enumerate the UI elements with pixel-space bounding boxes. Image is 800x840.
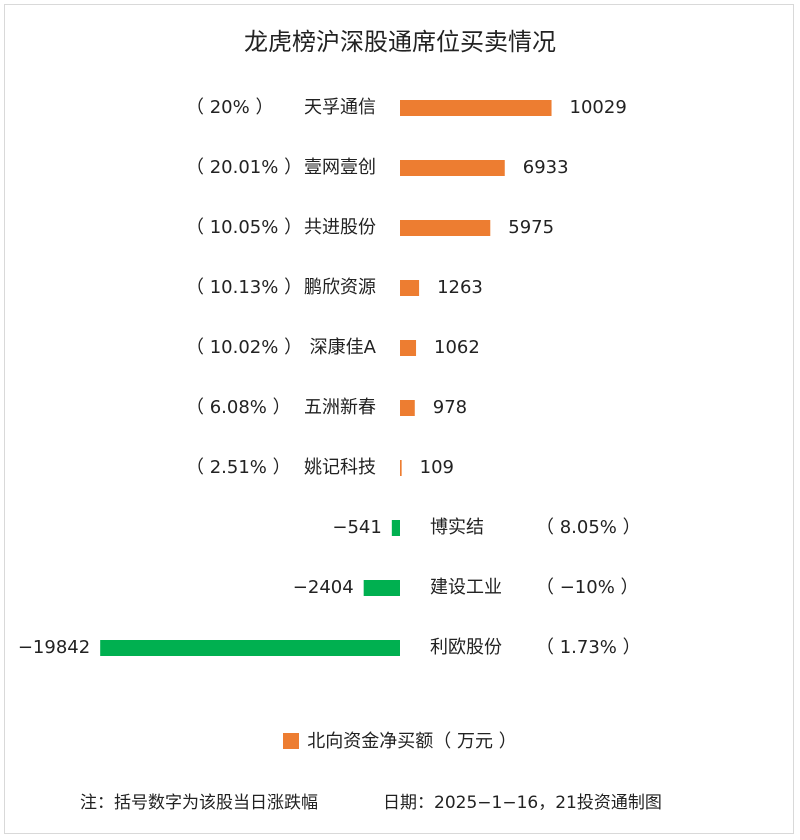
bar — [363, 580, 400, 596]
category-label: 天孚通信 — [304, 97, 376, 118]
footnote: 注：括号数字为该股当日涨跌幅 — [80, 793, 318, 813]
bar-chart: 10029 天孚通信 （ 20% ） 6933 壹网壹创（ 20.01% ） 5975 共进… — [18, 97, 641, 658]
pct-label: （ 8.05% ） — [536, 517, 641, 538]
bar — [400, 100, 552, 116]
bar — [400, 400, 415, 416]
value-label: −541 — [332, 517, 381, 538]
pct-label: （ 10.02% ） — [186, 337, 302, 358]
value-label: 1263 — [437, 277, 483, 298]
bar — [400, 220, 491, 236]
value-label: 5975 — [508, 217, 554, 238]
legend-swatch — [283, 733, 300, 749]
category-label: 共进股份 — [304, 217, 376, 238]
pct-label: （ 20% ） — [186, 97, 273, 118]
category-label: 姚记科技 — [304, 457, 376, 478]
pct-label: （ 20.01% ） — [186, 157, 302, 178]
category-label: 五洲新春 — [304, 397, 376, 418]
pct-label: （ 6.08% ） — [186, 397, 291, 418]
value-label: 109 — [420, 457, 454, 478]
category-label: 建设工业 — [430, 577, 502, 598]
value-label: 6933 — [523, 157, 569, 178]
category-label: 深康佳A — [310, 337, 377, 358]
chart-frame — [4, 4, 794, 834]
value-label: −19842 — [18, 637, 90, 658]
bar — [400, 340, 417, 356]
legend: 北向资金净买额（ 万元 ） — [0, 727, 800, 753]
value-label: 1062 — [434, 337, 480, 358]
category-label: 鹏欣资源 — [304, 277, 376, 298]
value-label: −2404 — [293, 577, 354, 598]
value-label: 978 — [433, 397, 467, 418]
pct-label: （ 10.05% ） — [186, 217, 302, 238]
bar — [100, 640, 400, 656]
pct-label: （ −10% ） — [536, 577, 639, 598]
bar — [400, 160, 505, 176]
bar — [391, 520, 400, 536]
pct-label: （ 10.13% ） — [186, 277, 302, 298]
bar — [400, 460, 402, 476]
bar — [400, 280, 420, 296]
pct-label: （ 1.73% ） — [536, 637, 641, 658]
date-source: 日期：2025−1−16，21投资通制图 — [383, 793, 662, 813]
category-label: 博实结 — [430, 517, 484, 538]
chart-title: 龙虎榜沪深股通席位买卖情况 — [244, 28, 556, 56]
category-label: 利欧股份 — [430, 637, 502, 658]
value-label: 10029 — [570, 97, 627, 118]
legend-label: 北向资金净买额（ 万元 ） — [307, 731, 517, 752]
pct-label: （ 2.51% ） — [186, 457, 291, 478]
category-label: 壹网壹创 — [304, 157, 376, 178]
